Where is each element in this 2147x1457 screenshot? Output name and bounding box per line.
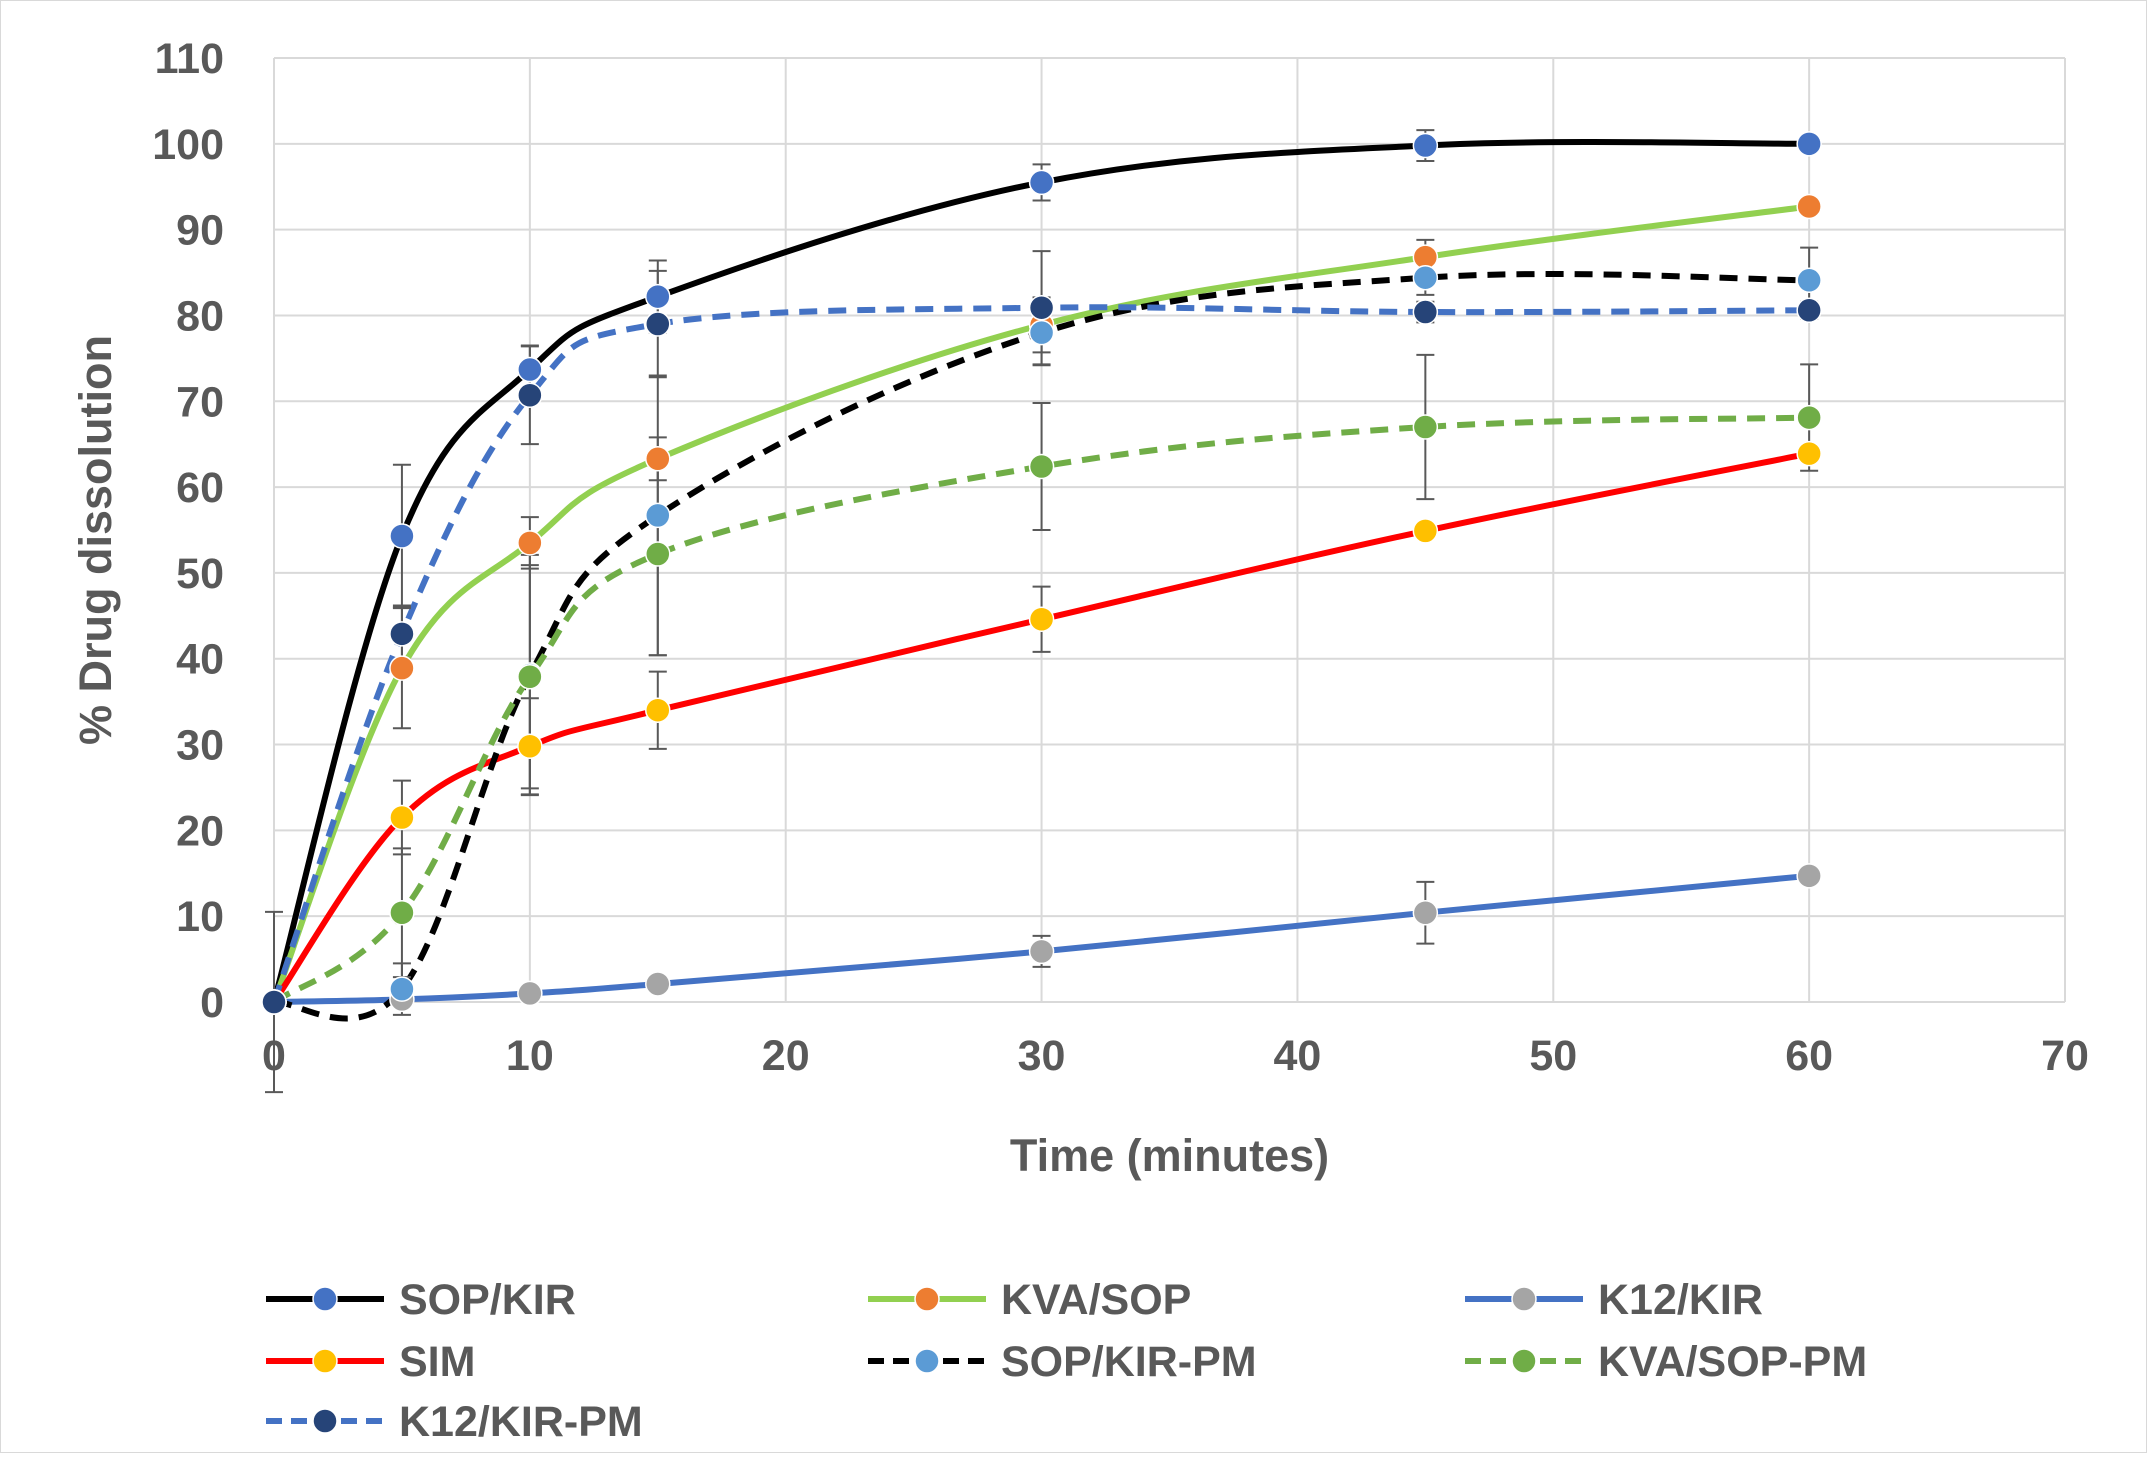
y-tick-label: 80 bbox=[176, 292, 224, 340]
data-point bbox=[517, 980, 543, 1007]
data-point bbox=[1412, 518, 1439, 544]
data-point bbox=[645, 283, 671, 310]
data-point bbox=[389, 621, 415, 647]
error-bars bbox=[265, 129, 1819, 1094]
x-axis-title: Time (minutes) bbox=[1010, 1130, 1329, 1181]
data-point bbox=[1028, 606, 1055, 633]
legend-label: KVA/SOP bbox=[1001, 1276, 1191, 1324]
y-tick-label: 10 bbox=[176, 893, 224, 941]
data-point bbox=[645, 541, 671, 567]
x-tick-label: 60 bbox=[1785, 1032, 1833, 1080]
y-tick-label: 70 bbox=[176, 378, 224, 426]
data-point bbox=[517, 733, 543, 760]
data-point bbox=[1796, 131, 1822, 157]
y-tick-label: 20 bbox=[176, 807, 224, 855]
y-tick-label: 0 bbox=[200, 979, 224, 1027]
y-tick-label: 30 bbox=[176, 722, 224, 770]
data-point bbox=[645, 697, 671, 723]
data-point bbox=[389, 655, 415, 681]
data-point bbox=[517, 356, 543, 383]
data-point bbox=[389, 523, 415, 549]
data-point bbox=[1412, 264, 1439, 291]
x-tick-label: 10 bbox=[506, 1032, 554, 1080]
data-point bbox=[517, 530, 543, 556]
data-point bbox=[1028, 294, 1055, 321]
data-point bbox=[1796, 193, 1822, 220]
data-point bbox=[389, 899, 415, 926]
data-point bbox=[645, 446, 671, 472]
data-point bbox=[645, 502, 671, 529]
legend-marker bbox=[1511, 1286, 1537, 1312]
x-tick-label: 20 bbox=[762, 1032, 810, 1080]
data-point bbox=[1796, 267, 1822, 294]
data-point bbox=[1796, 297, 1822, 324]
data-markers bbox=[261, 131, 1822, 1015]
series-line bbox=[273, 872, 1810, 1005]
x-tick-label: 40 bbox=[1274, 1032, 1322, 1080]
data-point bbox=[645, 971, 671, 997]
legend-label: KVA/SOP-PM bbox=[1598, 1338, 1867, 1386]
legend-marker bbox=[312, 1408, 338, 1434]
data-point bbox=[1412, 299, 1439, 325]
y-tick-label: 40 bbox=[176, 636, 224, 684]
series-line bbox=[272, 414, 1810, 1005]
data-point bbox=[1796, 863, 1822, 889]
legend-marker bbox=[312, 1286, 338, 1312]
legend: SOP/KIR KVA/SOP K12/KIR SIM SOP/KIR-PM KVA/SO… bbox=[266, 1276, 1867, 1446]
data-point bbox=[261, 989, 287, 1015]
y-tick-label: 90 bbox=[176, 207, 224, 255]
y-tick-label: 100 bbox=[152, 121, 224, 169]
data-point bbox=[1028, 169, 1055, 196]
y-tick-label: 50 bbox=[176, 550, 224, 598]
data-point bbox=[1412, 132, 1439, 159]
data-point bbox=[1028, 938, 1055, 965]
y-axis-title: % Drug dissolution bbox=[70, 335, 121, 745]
y-tick-label: 110 bbox=[155, 35, 224, 83]
legend-label: SOP/KIR bbox=[399, 1276, 576, 1324]
legend-label: SOP/KIR-PM bbox=[1001, 1338, 1257, 1386]
data-point bbox=[517, 382, 543, 409]
y-tick-label: 60 bbox=[176, 464, 224, 512]
legend-label: K12/KIR-PM bbox=[399, 1398, 643, 1446]
data-point bbox=[1796, 404, 1822, 431]
legend-marker bbox=[312, 1348, 338, 1374]
data-point bbox=[645, 311, 671, 337]
legend-marker bbox=[1511, 1348, 1537, 1374]
legend-marker bbox=[914, 1286, 940, 1312]
data-point bbox=[1028, 453, 1055, 480]
data-point bbox=[1412, 899, 1439, 926]
x-tick-label: 30 bbox=[1018, 1032, 1066, 1080]
data-point bbox=[389, 804, 415, 831]
data-point bbox=[517, 663, 543, 690]
data-point bbox=[1796, 440, 1822, 467]
x-tick-label: 70 bbox=[2041, 1032, 2089, 1080]
x-tick-label: 50 bbox=[1529, 1032, 1577, 1080]
data-point bbox=[1412, 414, 1439, 440]
series-line bbox=[273, 271, 1810, 1022]
legend-marker bbox=[914, 1348, 940, 1374]
data-point bbox=[389, 976, 415, 1002]
legend-label: SIM bbox=[399, 1338, 475, 1386]
legend-label: K12/KIR bbox=[1598, 1276, 1763, 1324]
data-point bbox=[1028, 319, 1055, 346]
